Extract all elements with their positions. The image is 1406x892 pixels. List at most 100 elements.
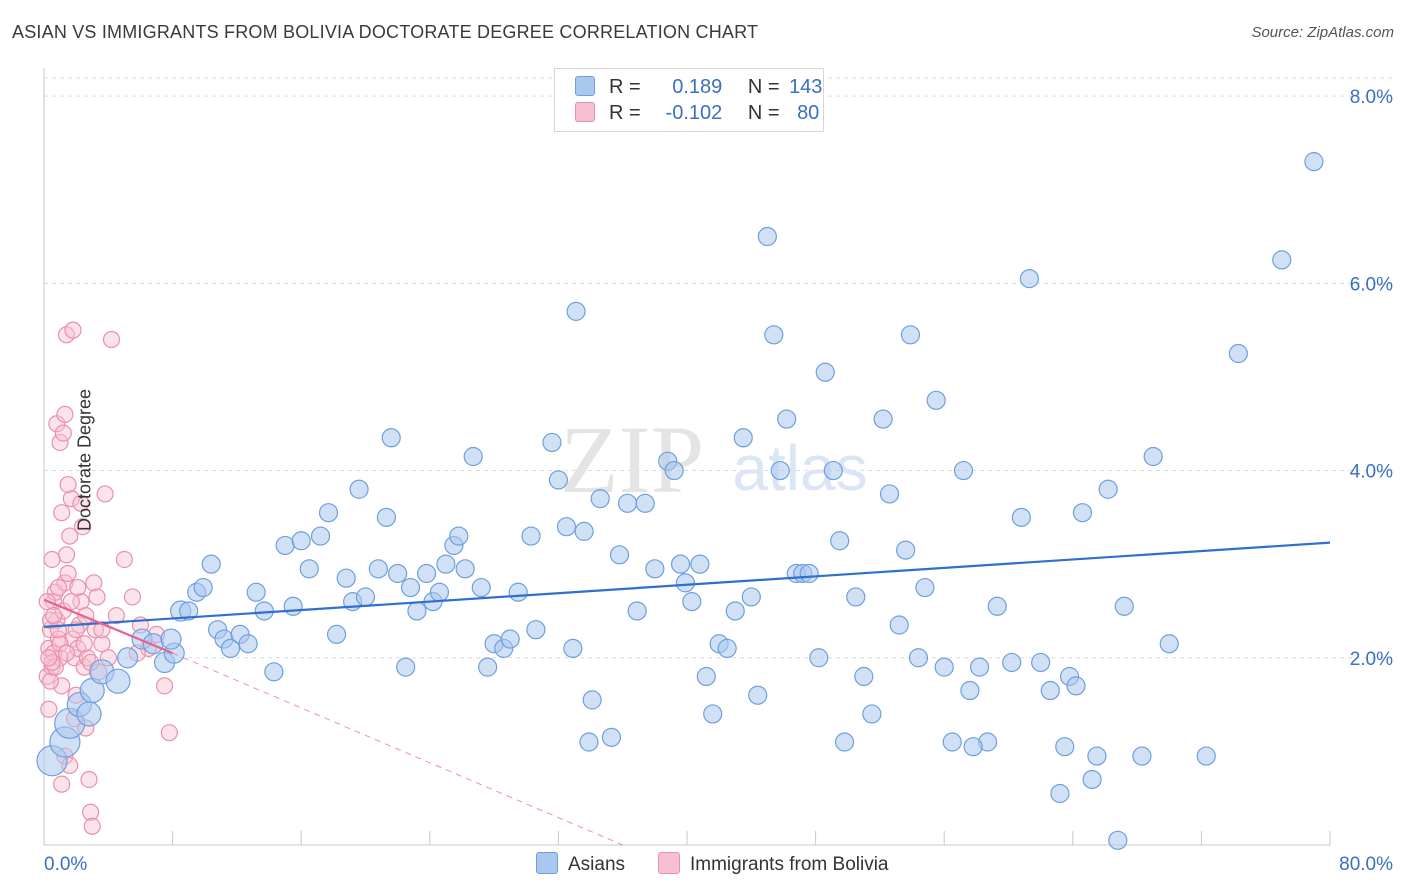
bolivia-point [75,635,93,653]
asian-point [574,521,594,541]
asian-point [283,596,303,616]
asian-point [675,573,695,593]
asian-point [193,577,213,598]
asian-point [381,428,401,448]
bolivia-point [62,490,80,508]
asian-point [1228,343,1248,364]
bolivia-point [82,803,100,821]
asian-point [963,737,983,757]
asian-point [105,668,131,694]
asian-point [336,568,356,588]
asian-point [355,587,376,607]
asian-point [582,690,602,710]
asian-point [609,545,630,565]
asian-point [500,629,520,649]
asian-point [725,601,745,621]
tick-labels: 2.0% 4.0% 6.0% 8.0% 0.0% 80.0% [44,87,1393,875]
legend-r-value: -0.102 [665,102,723,124]
asian-point [823,460,843,481]
asian-point [942,732,962,752]
y-tick-label: 2.0% [1350,649,1393,670]
bolivia-point [59,564,77,583]
asian-point [717,638,737,659]
asian-point [508,582,528,602]
asian-point [799,563,819,584]
bolivia-point [80,770,98,789]
asian-point [1082,769,1102,790]
y-tick-label: 4.0% [1350,462,1393,483]
asian-point [645,559,665,579]
asian-point [987,596,1007,616]
asian-point [160,628,182,650]
asian-point [926,390,946,410]
bolivia-point [69,578,87,597]
x-tick-label: 80.0% [1339,854,1393,875]
bolivia-point [96,485,114,503]
asian-point [617,493,638,513]
bottom-legend-label: Immigrants from Bolivia [690,854,889,875]
asian-point [521,526,541,546]
asian-point [1050,783,1070,804]
y-axis-label: Doctorate Degree [74,388,95,532]
bolivia-point [123,588,142,606]
asian-point [246,582,266,602]
legend-r-value: 0.189 [672,76,723,98]
asian-point [670,554,691,574]
asian-point [960,680,980,701]
bolivia-point [73,518,92,536]
bottom-legend-swatch-pink [658,852,680,874]
bolivia-point [56,405,74,423]
asian-point [664,460,684,481]
asian-point [873,409,893,429]
legend-n-label: N = [747,102,780,124]
asian-point [1272,250,1292,270]
legend-swatch-blue [575,76,595,96]
legend-row-bolivia: R = -0.102 N = 80 [575,102,819,124]
legend-box: R = 0.189 N = 143 R = -0.102 N = 80 [554,68,824,132]
asian-point [1159,634,1179,654]
asian-point [1143,446,1163,467]
asian-point [1019,269,1039,289]
legend-r-label: R = [609,76,641,98]
asian-point [1196,746,1216,766]
bolivia-point [57,644,76,662]
asian-point [299,559,319,579]
bolivia-trend-line [43,598,174,655]
bolivia-point [62,593,80,611]
bolivia-point [115,550,133,569]
bolivia-point [107,607,125,625]
bolivia-point [49,578,68,597]
bolivia-point [49,621,68,639]
asian-point [1040,680,1060,701]
asian-point [388,563,408,584]
asian-point [908,648,929,668]
asian-point [407,601,427,621]
asian-point [733,428,753,448]
asian-point [579,732,599,752]
asian-point [601,727,622,747]
legend-n-value: 80 [797,102,820,124]
bolivia-point [64,630,82,648]
asian-point [635,493,655,513]
legend-n-value: 143 [789,76,823,98]
asian-point [879,484,900,504]
asian-point [1087,746,1107,766]
asian-point [777,409,797,429]
bottom-legend-swatch-blue [536,852,558,874]
gridlines [44,77,1392,659]
asian-point [310,526,331,546]
asian-point [116,647,139,669]
legend-row-asians: R = 0.189 N = 143 [575,76,822,98]
asian-point [1066,676,1086,696]
asian-point [1098,479,1118,499]
asian-point [915,577,935,598]
asian-point [471,577,491,598]
bolivia-point [102,330,121,349]
y-tick-label: 6.0% [1350,274,1393,295]
asian-point [326,624,347,644]
asian-point [703,704,723,724]
bolivia-point [57,546,76,564]
asian-point [889,615,909,635]
asian-point [238,634,258,654]
